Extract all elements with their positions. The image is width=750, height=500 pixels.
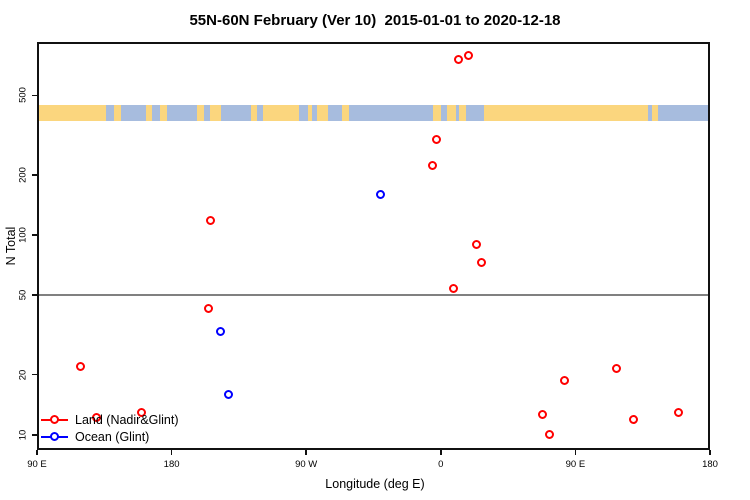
map-segment-land — [446, 105, 456, 122]
x-axis-title: Longitude (deg E) — [325, 477, 425, 491]
y-tick-label: 20 — [17, 369, 29, 380]
map-segment-ocean — [312, 105, 318, 122]
data-point-land — [612, 363, 622, 373]
map-segment-land — [483, 105, 648, 122]
legend-symbol — [41, 415, 68, 424]
data-point-land — [454, 54, 464, 64]
map-segment-land — [651, 105, 658, 122]
y-tick-label: 200 — [17, 166, 29, 183]
x-tick — [36, 450, 38, 455]
data-point-land — [472, 239, 482, 249]
x-tick-label: 90 E — [27, 459, 47, 470]
x-tick-label: 180 — [163, 459, 180, 470]
map-segment-land — [146, 105, 153, 122]
map-segment-land — [342, 105, 349, 122]
legend-label: Land (Nadir&Glint) — [75, 412, 179, 427]
data-point-land — [432, 135, 442, 145]
data-point-land — [205, 216, 215, 226]
map-segment-ocean — [152, 105, 161, 122]
data-point-land — [560, 375, 570, 385]
map-segment-ocean — [465, 105, 484, 122]
y-tick-label: 10 — [17, 429, 29, 441]
x-tick-label: 90 E — [565, 459, 586, 470]
chart-title: 55N-60N February (Ver 10) 2015-01-01 to … — [189, 12, 561, 29]
y-tick — [32, 174, 37, 176]
data-point-land — [91, 413, 101, 423]
legend-marker-ocean-icon — [50, 432, 59, 441]
map-segment-land — [210, 105, 222, 122]
y-tick-label: 100 — [17, 227, 29, 243]
data-point-land — [538, 409, 548, 419]
legend-label: Ocean (Glint) — [75, 429, 150, 444]
y-tick — [32, 294, 37, 296]
y-tick-label: 500 — [17, 87, 29, 104]
legend-item: Ocean (Glint) — [41, 428, 179, 445]
x-tick — [440, 450, 442, 455]
y-tick — [32, 94, 37, 97]
data-point-land — [464, 50, 474, 60]
map-segment-land — [317, 105, 329, 122]
map-segment-land — [114, 105, 122, 122]
map-segment-ocean — [299, 105, 309, 122]
map-segment-ocean — [221, 105, 252, 122]
data-point-land — [428, 160, 438, 170]
data-point-land — [203, 303, 213, 313]
map-segment-land — [37, 105, 107, 122]
map-segment-land — [432, 105, 441, 122]
land-ocean-strip-map — [37, 105, 710, 122]
data-point-land — [674, 408, 684, 418]
map-segment-ocean — [657, 105, 710, 122]
x-tick-label: 180 — [702, 459, 718, 470]
map-segment-ocean — [121, 105, 147, 122]
data-point-land — [629, 415, 639, 425]
data-point-ocean — [215, 326, 225, 336]
x-tick-label: 0 — [438, 459, 444, 470]
map-segment-land — [251, 105, 258, 122]
map-segment-land — [263, 105, 300, 122]
plot-area: Land (Nadir&Glint) Ocean (Glint) — [37, 42, 710, 450]
map-segment-ocean — [328, 105, 343, 122]
map-segment-land — [160, 105, 168, 122]
map-segment-ocean — [455, 105, 459, 122]
x-tick — [574, 450, 577, 455]
legend-symbol — [41, 432, 68, 441]
x-tick — [709, 450, 711, 455]
data-point-land — [545, 430, 555, 440]
map-segment-ocean — [440, 105, 447, 122]
legend-item: Land (Nadir&Glint) — [41, 411, 179, 428]
map-segment-ocean — [257, 105, 264, 122]
map-segment-land — [197, 105, 205, 122]
x-tick — [170, 450, 173, 455]
map-segment-ocean — [204, 105, 211, 122]
x-tick-label: 90 W — [295, 459, 318, 470]
y-axis-title: N Total — [4, 226, 18, 266]
y-tick-label: 50 — [17, 289, 29, 301]
data-point-ocean — [376, 190, 386, 200]
data-point-land — [75, 361, 85, 371]
y-tick — [32, 434, 37, 436]
data-point-land — [136, 407, 146, 417]
reference-line-n50 — [37, 294, 710, 297]
y-tick — [32, 234, 37, 236]
data-point-land — [449, 284, 459, 294]
map-segment-ocean — [167, 105, 198, 122]
x-tick — [305, 450, 307, 455]
map-segment-land — [308, 105, 313, 122]
map-segment-land — [458, 105, 466, 122]
map-segment-ocean — [647, 105, 652, 122]
legend-marker-land-icon — [50, 415, 59, 424]
data-point-land — [477, 257, 487, 267]
y-tick — [32, 373, 37, 376]
data-point-ocean — [223, 389, 233, 399]
map-segment-ocean — [106, 105, 115, 122]
map-segment-ocean — [348, 105, 433, 122]
legend: Land (Nadir&Glint) Ocean (Glint) — [41, 411, 179, 445]
